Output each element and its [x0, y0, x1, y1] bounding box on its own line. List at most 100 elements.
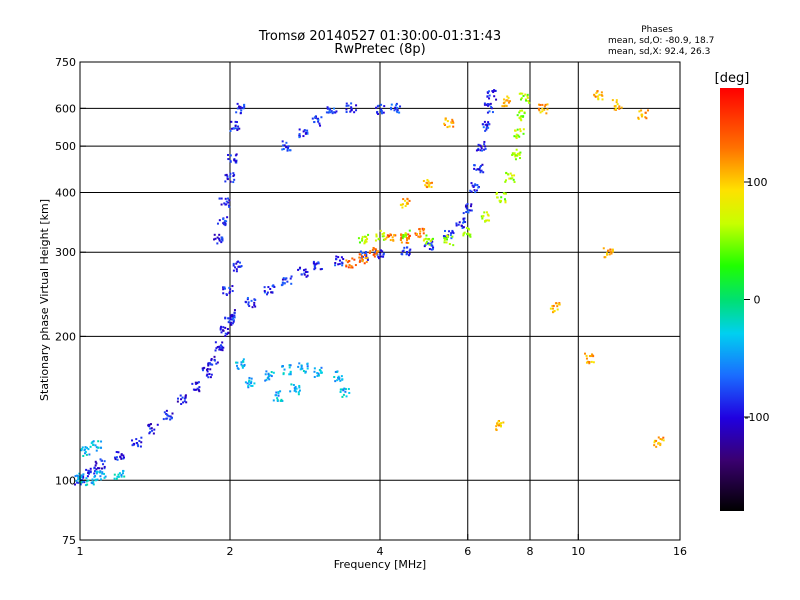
data-point — [193, 388, 196, 391]
data-point — [210, 358, 213, 361]
data-point — [488, 94, 491, 97]
data-point — [484, 220, 487, 223]
data-point — [91, 441, 94, 444]
data-point — [224, 197, 227, 200]
data-point — [218, 237, 221, 240]
data-point — [114, 458, 117, 461]
data-point — [227, 197, 230, 200]
data-point — [304, 370, 307, 373]
data-point — [466, 226, 469, 229]
data-point — [207, 364, 210, 367]
data-point — [590, 355, 593, 358]
data-point — [246, 296, 249, 299]
data-point — [522, 128, 525, 131]
data-point — [452, 232, 455, 235]
data-point — [304, 129, 307, 132]
data-point — [620, 106, 623, 109]
data-point — [517, 134, 520, 137]
data-point — [235, 270, 238, 273]
data-point — [94, 464, 97, 467]
data-point — [224, 219, 227, 222]
data-point — [611, 248, 614, 251]
data-point — [527, 99, 530, 102]
data-point — [222, 288, 225, 291]
data-point — [304, 371, 307, 374]
data-point — [402, 198, 405, 201]
data-point — [113, 477, 116, 480]
data-point — [482, 171, 485, 174]
data-point — [96, 478, 99, 481]
data-point — [320, 116, 323, 119]
data-point — [321, 268, 324, 271]
data-point — [423, 245, 426, 248]
data-point — [304, 268, 307, 271]
data-point — [361, 239, 364, 242]
data-point — [221, 236, 224, 239]
data-point — [241, 366, 244, 369]
data-point — [235, 121, 238, 124]
data-point — [281, 140, 284, 143]
data-point — [377, 255, 380, 258]
data-point — [401, 206, 404, 209]
data-point — [558, 303, 561, 306]
data-point — [100, 440, 103, 443]
data-point — [306, 132, 309, 135]
data-point — [304, 271, 307, 274]
data-point — [317, 120, 320, 123]
data-point — [235, 268, 238, 271]
data-point — [446, 234, 449, 237]
data-point — [120, 474, 123, 477]
data-point — [512, 178, 515, 181]
data-point — [450, 232, 453, 235]
data-point — [347, 266, 350, 269]
data-point — [246, 382, 249, 385]
data-point — [339, 379, 342, 382]
data-point — [425, 234, 428, 237]
data-point — [337, 263, 340, 266]
data-point — [645, 117, 648, 120]
data-point — [383, 235, 386, 238]
data-point — [201, 369, 204, 372]
data-point — [91, 478, 94, 481]
data-point — [298, 128, 301, 131]
data-point — [551, 307, 554, 310]
data-point — [473, 189, 476, 192]
data-point — [402, 235, 405, 238]
data-point — [228, 290, 231, 293]
data-point — [488, 219, 491, 222]
data-point — [253, 301, 256, 304]
data-point — [538, 109, 541, 112]
data-point — [197, 381, 200, 384]
data-point — [95, 462, 98, 465]
data-point — [592, 361, 595, 364]
data-point — [82, 473, 85, 476]
data-point — [486, 124, 489, 127]
data-point — [399, 238, 402, 241]
data-point — [483, 211, 486, 214]
y-axis-label: Stationary phase Virtual Height [km] — [38, 199, 51, 401]
data-point — [209, 368, 212, 371]
data-point — [223, 287, 226, 290]
data-point — [235, 153, 238, 156]
y-tick-label: 100 — [55, 474, 76, 487]
data-point — [613, 108, 616, 111]
data-point — [511, 153, 514, 156]
data-point — [319, 268, 322, 271]
data-point — [328, 110, 331, 113]
data-point — [514, 154, 517, 157]
data-point — [365, 260, 368, 263]
data-point — [406, 198, 409, 201]
data-point — [306, 129, 309, 132]
data-point — [368, 251, 371, 254]
data-point — [523, 112, 526, 115]
data-point — [401, 203, 404, 206]
data-point — [117, 475, 120, 478]
data-point — [95, 449, 98, 452]
phases-header: Phases — [641, 25, 673, 35]
data-point — [379, 252, 382, 255]
data-point — [208, 362, 211, 365]
data-point — [363, 240, 366, 243]
data-point — [483, 143, 486, 146]
data-point — [485, 211, 488, 214]
data-point — [122, 454, 125, 457]
